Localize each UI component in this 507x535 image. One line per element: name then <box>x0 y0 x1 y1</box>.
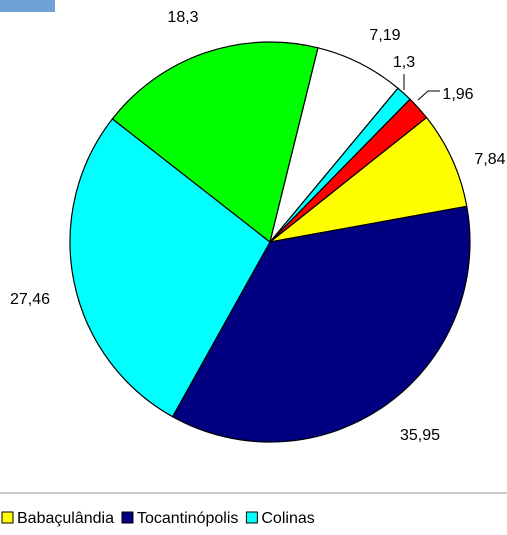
data-label: 35,95 <box>400 427 440 444</box>
pie-slice <box>269 116 468 243</box>
legend-swatch <box>121 511 134 524</box>
legend-label: Tocantinópolis <box>137 510 238 527</box>
legend-label: Colinas <box>261 510 314 527</box>
pie-slice <box>171 205 471 443</box>
frame-tab <box>0 0 55 12</box>
pie-slice <box>111 41 319 244</box>
pie-slice <box>269 98 428 243</box>
data-label: 1,96 <box>442 86 473 103</box>
legend-swatch <box>245 511 258 524</box>
data-label: 7,19 <box>369 27 400 44</box>
legend-swatch <box>1 511 14 524</box>
data-label: 18,3 <box>167 9 198 26</box>
legend-label: Babaçulândia <box>17 510 114 527</box>
data-label: 7,84 <box>474 151 505 168</box>
data-label: 1,3 <box>393 54 415 71</box>
pie-slice <box>69 118 271 418</box>
data-label: 27,46 <box>10 291 50 308</box>
leader-line <box>417 90 440 101</box>
